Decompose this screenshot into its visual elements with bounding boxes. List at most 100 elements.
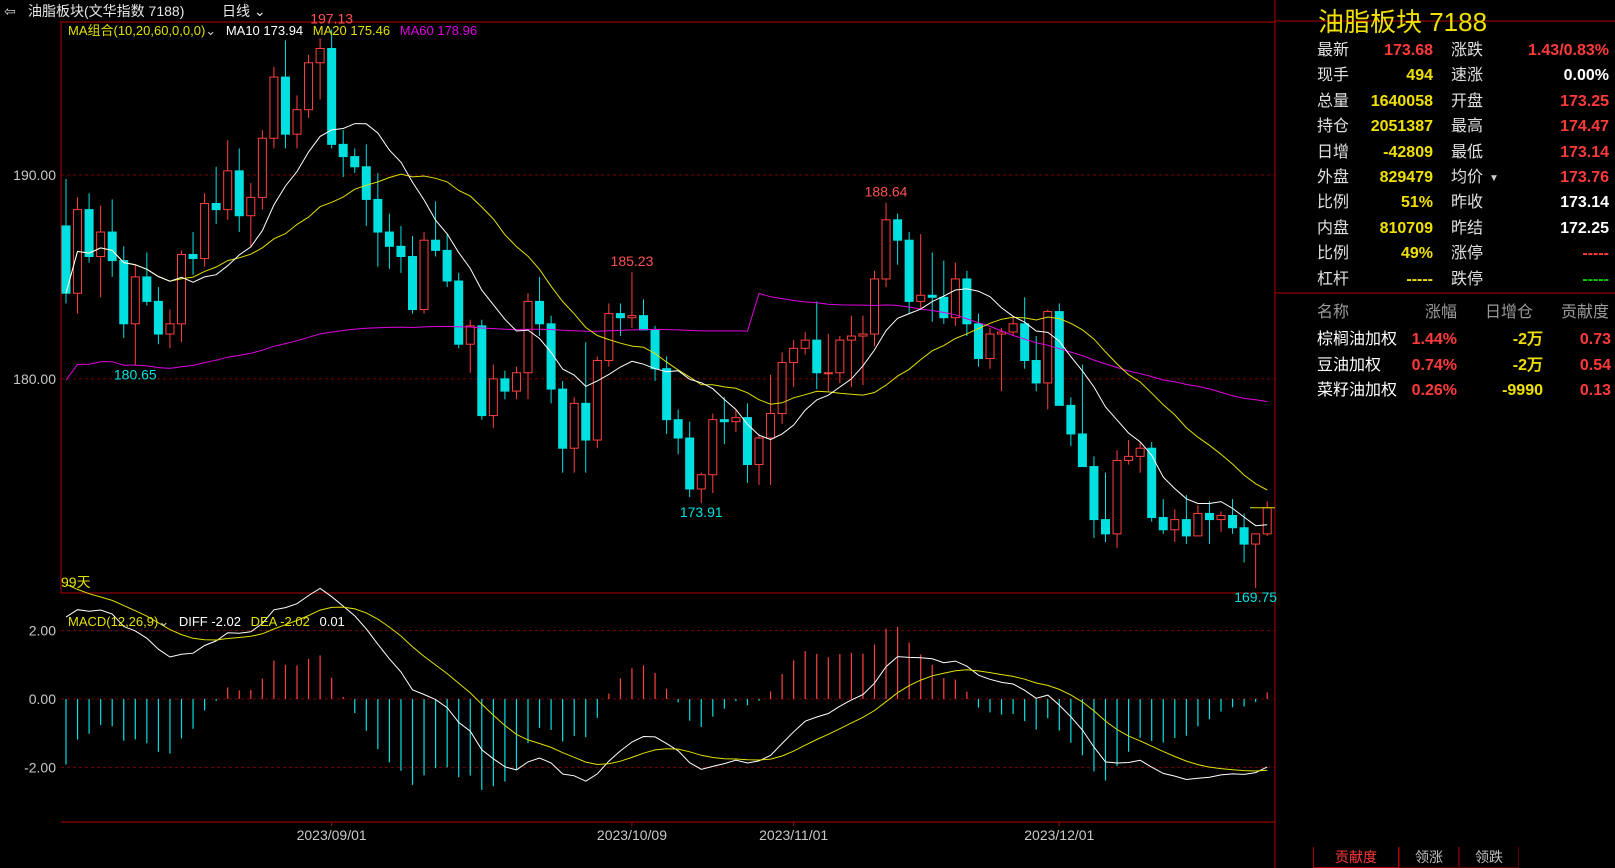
contrib-value: 0.73: [1579, 331, 1611, 348]
quote-label: 涨停: [1451, 245, 1484, 263]
quote-value: 174.47: [1560, 118, 1609, 136]
candle-body: [246, 196, 256, 217]
candle-body: [754, 437, 764, 466]
macd-legend-label[interactable]: MACD(12,26,9): [68, 614, 159, 629]
candle-body: [950, 278, 960, 319]
macd-tick-label: -2.00: [24, 759, 56, 775]
candle-body: [685, 437, 695, 490]
candle-body: [373, 198, 383, 233]
candle-body: [1054, 311, 1064, 406]
candle-body: [789, 347, 799, 364]
price-tick-label: 180.00: [13, 371, 56, 387]
candle-body: [315, 48, 325, 64]
quote-value: 173.25: [1560, 92, 1609, 110]
quote-row: 持仓 2051387 最高 174.47: [1313, 114, 1615, 140]
candle-body: [662, 368, 672, 421]
tab-leading-losers[interactable]: 领跌: [1459, 847, 1519, 868]
tab-leading-gainers[interactable]: 领涨: [1399, 847, 1459, 868]
contrib-oi-change: -9990: [1502, 382, 1543, 399]
quote-label: 持仓: [1317, 118, 1350, 136]
candle-body: [673, 419, 683, 439]
contrib-change: 0.26%: [1411, 382, 1457, 399]
candle-body: [500, 378, 510, 392]
quote-value: 829479: [1379, 169, 1433, 186]
quote-row: 比例 51% 昨收 173.14: [1313, 190, 1615, 216]
col-header[interactable]: 日增仓: [1485, 304, 1534, 321]
col-header[interactable]: 贡献度: [1561, 304, 1610, 321]
quote-label: 比例: [1317, 194, 1350, 212]
candle-body: [881, 219, 891, 280]
quote-value: -----: [1406, 270, 1433, 288]
quote-value: 810709: [1379, 219, 1433, 237]
quote-label: 内盘: [1317, 219, 1350, 237]
candle-body: [257, 137, 267, 198]
contrib-name: 菜籽油加权: [1317, 382, 1398, 399]
candle-body: [1251, 533, 1261, 545]
quote-row: 内盘 810709 昨结 172.25: [1313, 216, 1615, 242]
contrib-row[interactable]: 棕榈油加权 1.44% -2万 0.73: [1313, 327, 1615, 353]
chevron-down-icon: ⌄: [250, 3, 266, 19]
contrib-oi-change: -2万: [1512, 331, 1543, 348]
candle-body: [696, 474, 706, 490]
contrib-row[interactable]: 菜籽油加权 0.26% -9990 0.13: [1313, 378, 1615, 404]
candle-body: [719, 419, 729, 423]
quote-value: 173.14: [1560, 194, 1609, 212]
candle-body: [488, 378, 498, 417]
candle-body: [777, 362, 787, 415]
candle-body: [280, 76, 290, 135]
quote-value: 1640058: [1370, 92, 1433, 110]
macd-value-legend: 0.01: [319, 614, 345, 629]
chart-title: 油脂板块(文华指数 7188): [28, 3, 185, 19]
candle-body: [454, 280, 464, 345]
candle-body: [1216, 515, 1226, 521]
candle-body: [327, 48, 337, 145]
quote-label: 开盘: [1451, 92, 1484, 110]
ma-legend-label[interactable]: MA组合(10,20,60,0,0,0): [68, 23, 206, 38]
candle-body: [973, 323, 983, 359]
candle-body: [939, 296, 949, 319]
candle-body: [1158, 517, 1168, 531]
tab-contribution[interactable]: 贡献度: [1313, 847, 1399, 868]
candle-body: [558, 388, 568, 449]
col-header[interactable]: 涨幅: [1425, 304, 1458, 321]
period-selector[interactable]: 日线 ⌄: [222, 0, 266, 22]
candle-body: [419, 239, 429, 311]
candle-body: [823, 372, 833, 375]
quote-label: 比例: [1317, 245, 1350, 263]
quote-value: 172.25: [1560, 219, 1609, 237]
candle-body: [223, 170, 233, 211]
extreme-label: 197.13: [310, 11, 353, 27]
quote-label: 涨跌: [1451, 42, 1484, 59]
candle-body: [1170, 519, 1180, 531]
price-tick-label: 190.00: [13, 167, 56, 183]
quote-label: 昨收: [1451, 194, 1484, 212]
candle-body: [1124, 455, 1134, 461]
candle-body: [846, 335, 856, 341]
quote-label: 现手: [1317, 67, 1350, 85]
quote-panel: 油脂板块 7188 最新 173.68 涨跌 1.43/0.83% 现手 494 速涨 0.0…: [1313, 0, 1615, 868]
candle-body: [96, 231, 106, 258]
candle-body: [546, 323, 556, 390]
contrib-row[interactable]: 豆油加权 0.74% -2万 0.54: [1313, 353, 1615, 379]
candle-body: [200, 202, 210, 260]
col-header[interactable]: 名称: [1317, 304, 1350, 321]
candle-body: [84, 209, 94, 258]
candle-body: [870, 278, 879, 335]
candle-body: [1020, 323, 1030, 362]
caret-down-icon[interactable]: ▼: [1489, 173, 1499, 184]
back-icon[interactable]: ⇦: [4, 3, 16, 19]
candle-body: [1031, 360, 1041, 384]
candle-body: [153, 300, 163, 335]
chevron-down-icon[interactable]: ⌄: [158, 614, 170, 629]
candle-body: [742, 417, 752, 466]
candle-body: [292, 109, 302, 135]
quote-label: 日增: [1317, 143, 1350, 161]
quote-label: 跌停: [1451, 270, 1484, 288]
ma20-line: [65, 173, 1268, 491]
quote-label: 昨结: [1451, 219, 1484, 237]
candle-body: [211, 202, 221, 211]
candle-body: [350, 156, 360, 168]
contrib-name: 棕榈油加权: [1317, 331, 1398, 348]
chevron-down-icon[interactable]: ⌄: [205, 23, 217, 38]
